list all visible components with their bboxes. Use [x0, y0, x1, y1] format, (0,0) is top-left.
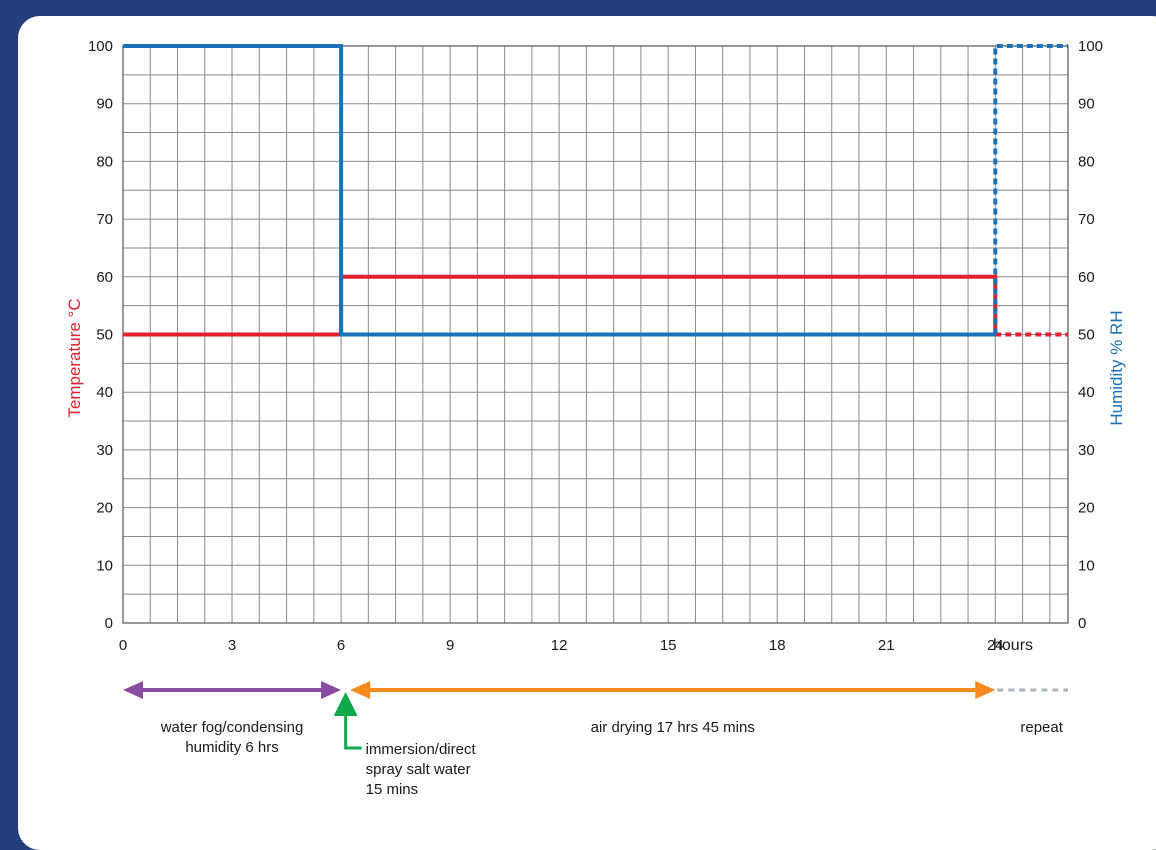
y-right-tick-label: 30 [1078, 442, 1095, 459]
phase-label: water fog/condensing [160, 719, 304, 736]
cycle-chart: Temperature °C Humidity % RH hours 0 10 20… [65, 38, 1126, 798]
y-left-tick-label: 0 [105, 615, 113, 632]
y-left-tick-label: 70 [96, 211, 113, 228]
phase-arrowhead-right [321, 681, 342, 699]
y-right-tick-label: 90 [1078, 96, 1095, 113]
y-left-tick-label: 30 [96, 442, 113, 459]
y-left-tick-label: 40 [96, 384, 113, 401]
y-right-tick-label: 40 [1078, 384, 1095, 401]
chart-card: Temperature °C Humidity % RH hours 0 10 20… [18, 16, 1156, 850]
x-tick-label: 0 [119, 637, 127, 654]
series-layer [123, 44, 1068, 337]
y-left-tick-label: 60 [96, 269, 113, 286]
y-left-tick-label: 100 [88, 38, 113, 55]
y-right-tick-label: 50 [1078, 327, 1095, 344]
humidity-series-solid [123, 44, 996, 337]
y-right-tick-label: 80 [1078, 153, 1095, 170]
x-tick-label: 21 [878, 637, 895, 654]
y-left-tick-label: 90 [96, 96, 113, 113]
phase-label: immersion/direct [366, 741, 477, 758]
x-tick-label: 15 [660, 637, 677, 654]
phase-arrowhead-left [123, 681, 143, 699]
phase-label: spray salt water [366, 761, 471, 778]
x-tick-label: 6 [337, 637, 345, 654]
y-right-tick-label: 10 [1078, 557, 1095, 574]
immersion-arrow-stem [344, 714, 362, 750]
y-right-tick-label: 70 [1078, 211, 1095, 228]
y-right-tick-label: 60 [1078, 269, 1095, 286]
phase-label: humidity 6 hrs [185, 739, 278, 756]
y-left-tick-label: 10 [96, 557, 113, 574]
phase-label: 15 mins [366, 781, 419, 798]
phase-timeline: water fog/condensing humidity 6 hrs immers… [123, 681, 1068, 798]
y-right-tick-label: 20 [1078, 500, 1095, 517]
phase-arrowhead-right [975, 681, 996, 699]
phase-arrowhead-left [350, 681, 371, 699]
y-right-tick-label: 0 [1078, 615, 1086, 632]
y-left-tick-label: 20 [96, 500, 113, 517]
x-tick-label: 18 [769, 637, 786, 654]
x-tick-label: 9 [446, 637, 454, 654]
phase-label: repeat [1020, 719, 1063, 736]
x-unit-label: hours [993, 637, 1033, 654]
y-left-tick-label: 80 [96, 153, 113, 170]
axes: Temperature °C Humidity % RH hours 0 10 20… [65, 38, 1126, 654]
immersion-arrowhead [333, 692, 358, 716]
y-left-tick-label: 50 [96, 327, 113, 344]
y-right-tick-label: 100 [1078, 38, 1103, 55]
y-right-title: Humidity % RH [1107, 310, 1126, 425]
x-tick-label: 12 [551, 637, 568, 654]
x-tick-label: 3 [228, 637, 236, 654]
phase-label: air drying 17 hrs 45 mins [591, 719, 755, 736]
y-left-title: Temperature °C [65, 298, 84, 417]
x-tick-label: 24 [987, 637, 1004, 654]
